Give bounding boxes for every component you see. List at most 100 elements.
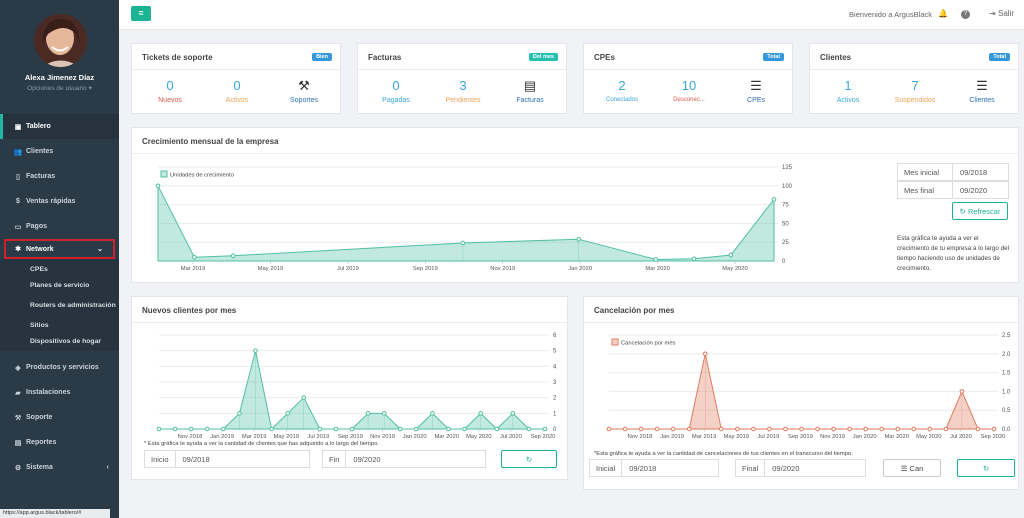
stat-desconectados[interactable]: 10 Desconec... bbox=[654, 78, 724, 103]
stat-pendientes[interactable]: 3 Pendientes bbox=[428, 78, 498, 104]
x-tick-label: Jul 2019 bbox=[337, 266, 359, 272]
chart-note: *Esta gráfica te ayuda a ver la cantidad… bbox=[594, 451, 853, 457]
stat-label: Nuevos bbox=[158, 97, 182, 104]
y-tick-label: 0 bbox=[782, 259, 786, 265]
sidebar-item-sistema[interactable]: ⚙ Sistema ‹ bbox=[0, 455, 119, 480]
y-tick-label: 6 bbox=[553, 333, 557, 339]
y-tick-label: 25 bbox=[782, 240, 789, 246]
stat-label: Facturas bbox=[516, 97, 544, 104]
stat-suspendidos[interactable]: 7 Suspendidos bbox=[880, 78, 950, 104]
data-point bbox=[269, 426, 274, 432]
stat-cpes[interactable]: ☰ CPEs bbox=[721, 78, 791, 104]
y-tick-label: 2 bbox=[553, 396, 557, 402]
sidebar-item-tablero[interactable]: ▣ Tablero bbox=[0, 114, 119, 139]
inicial-field[interactable]: Inicial 09/2018 bbox=[589, 459, 719, 477]
stat-label: Pagadas bbox=[382, 97, 410, 104]
sidebar-item-soporte[interactable]: ⚒ Soporte bbox=[0, 405, 119, 430]
stat-value: 10 bbox=[681, 78, 697, 93]
stat-pagadas[interactable]: 0 Pagadas bbox=[361, 78, 431, 104]
x-tick-label: May 2020 bbox=[466, 434, 491, 440]
submenu-item-dispositivos[interactable]: Dispositivos de hogar bbox=[30, 337, 102, 345]
sidebar: Alexa Jimenez Díaz Opciones de usuario ▾… bbox=[0, 0, 119, 518]
submenu-item-planes[interactable]: Planes de servicio bbox=[30, 281, 90, 289]
x-tick-label: Mar 2020 bbox=[434, 434, 459, 440]
x-tick-label: Sep 2019 bbox=[413, 266, 438, 272]
chart-note: * Esta gráfica te ayuda a ver la cantida… bbox=[144, 441, 379, 447]
stat-nuevos[interactable]: 0 Nuevos bbox=[135, 78, 205, 104]
sidebar-item-pagos[interactable]: ▭ Pagos bbox=[0, 214, 119, 239]
stat-value: 0 bbox=[166, 78, 174, 93]
sidebar-item-clientes[interactable]: 👥 Clientes bbox=[0, 139, 119, 164]
cancel-list-button[interactable]: ☰ Can bbox=[883, 459, 941, 477]
inicio-field[interactable]: Inicio 09/2018 bbox=[144, 450, 310, 468]
x-tick-label: Sep 2019 bbox=[788, 434, 813, 440]
data-point bbox=[510, 411, 516, 416]
logout-button[interactable]: ⇥ Salir bbox=[989, 9, 1014, 18]
sidebar-item-ventas[interactable]: $ Ventas rápidas bbox=[0, 189, 119, 214]
sidebar-item-facturas[interactable]: ▯ Facturas bbox=[0, 164, 119, 189]
stat-soportes[interactable]: ⚒ Soportes bbox=[269, 78, 339, 104]
card-title: Facturas bbox=[368, 53, 402, 62]
refresh-button[interactable]: ↻ bbox=[501, 450, 557, 468]
avatar[interactable] bbox=[34, 14, 87, 67]
submenu-item-sitios[interactable]: Sitios bbox=[30, 321, 49, 329]
card-facturas: Facturas Del mes 0 Pagadas 3 Pendientes ▤ F… bbox=[357, 43, 567, 114]
sidebar-item-label: Soporte bbox=[26, 414, 53, 421]
stat-value: 2 bbox=[618, 78, 626, 93]
topbar: ≡ Bienvenido a ArgusBlack 🔔 ? ⇥ Salir bbox=[119, 0, 1024, 30]
y-tick-label: 2.5 bbox=[1002, 333, 1011, 339]
user-options-label: Opciones de usuario bbox=[27, 85, 87, 92]
data-point bbox=[702, 351, 708, 357]
help-icon[interactable]: ? bbox=[961, 10, 970, 19]
stat-facturas[interactable]: ▤ Facturas bbox=[495, 78, 565, 104]
data-point bbox=[230, 253, 236, 259]
x-tick-label: Mar 2019 bbox=[692, 434, 717, 440]
user-options-dropdown[interactable]: Opciones de usuario ▾ bbox=[27, 85, 92, 92]
status-badge: Bien bbox=[312, 53, 332, 61]
chart-icon: ▤ bbox=[14, 439, 22, 447]
y-tick-label: 0.0 bbox=[1002, 427, 1011, 433]
submenu-item-routers[interactable]: Routers de administración bbox=[30, 301, 116, 309]
bell-icon[interactable]: 🔔 bbox=[938, 9, 948, 18]
sidebar-item-network[interactable]: ✱ Network ⌄ bbox=[4, 239, 115, 259]
mes-inicial-field[interactable]: Mes inicial 09/2018 bbox=[897, 163, 1009, 181]
final-field[interactable]: Final 09/2020 bbox=[735, 459, 866, 477]
y-tick-label: 3 bbox=[553, 380, 557, 386]
data-point bbox=[718, 426, 724, 432]
wrench-icon: ⚒ bbox=[298, 78, 310, 93]
menu-toggle-button[interactable]: ≡ bbox=[131, 6, 151, 21]
data-point bbox=[381, 411, 387, 416]
data-point bbox=[622, 426, 628, 432]
stat-activos-clientes[interactable]: 1 Activos bbox=[813, 78, 883, 104]
fin-field[interactable]: Fin 09/2020 bbox=[322, 450, 486, 468]
data-point bbox=[542, 426, 548, 432]
legend-label: Unidades de crecimiento bbox=[170, 173, 234, 179]
x-tick-label: Mar 2020 bbox=[884, 434, 909, 440]
cancel-chart: 0.0 0.5 1.0 1.5 2.0 2.5 Nov 2018 Jan 2019 Mar 20… bbox=[606, 333, 1011, 440]
new-clients-chart: 0 1 2 3 4 5 6 Nov 2018 Jan 2019 Mar 2019 May 2019 J… bbox=[156, 333, 557, 440]
x-tick-label: Jan 2020 bbox=[853, 434, 877, 440]
data-point bbox=[783, 426, 788, 432]
refresh-button[interactable]: ↻ Refrescar bbox=[952, 202, 1008, 220]
refresh-button[interactable]: ↻ bbox=[957, 459, 1015, 477]
cancel-panel: Cancelación por mes 0.0 0.5 1.0 1.5 2.0 2.5 No… bbox=[583, 296, 1019, 490]
chevron-left-icon: ‹ bbox=[106, 464, 109, 471]
sidebar-item-instalaciones[interactable]: ▰ Instalaciones bbox=[0, 380, 119, 405]
sidebar-item-productos[interactable]: ◈ Productos y servicios bbox=[0, 355, 119, 380]
stat-label: Activos bbox=[225, 97, 249, 104]
stat-conectados[interactable]: 2 Conectados bbox=[587, 78, 657, 103]
mes-final-field[interactable]: Mes final 09/2020 bbox=[897, 181, 1009, 199]
stat-clientes[interactable]: ☰ Clientes bbox=[947, 78, 1017, 104]
sidebar-item-reportes[interactable]: ▤ Reportes bbox=[0, 430, 119, 455]
data-point bbox=[526, 426, 532, 432]
money-icon: ▭ bbox=[14, 223, 22, 231]
legend-swatch bbox=[611, 338, 619, 346]
data-point bbox=[911, 426, 917, 432]
submenu-item-cpes[interactable]: CPEs bbox=[30, 265, 48, 273]
chevron-down-icon: ⌄ bbox=[97, 246, 103, 253]
x-tick-label: May 2020 bbox=[722, 266, 747, 272]
logout-icon: ⇥ bbox=[989, 9, 996, 18]
stat-activos[interactable]: 0 Activos bbox=[202, 78, 272, 104]
stat-label: Suspendidos bbox=[894, 97, 936, 104]
stat-label: Desconec... bbox=[673, 97, 705, 103]
